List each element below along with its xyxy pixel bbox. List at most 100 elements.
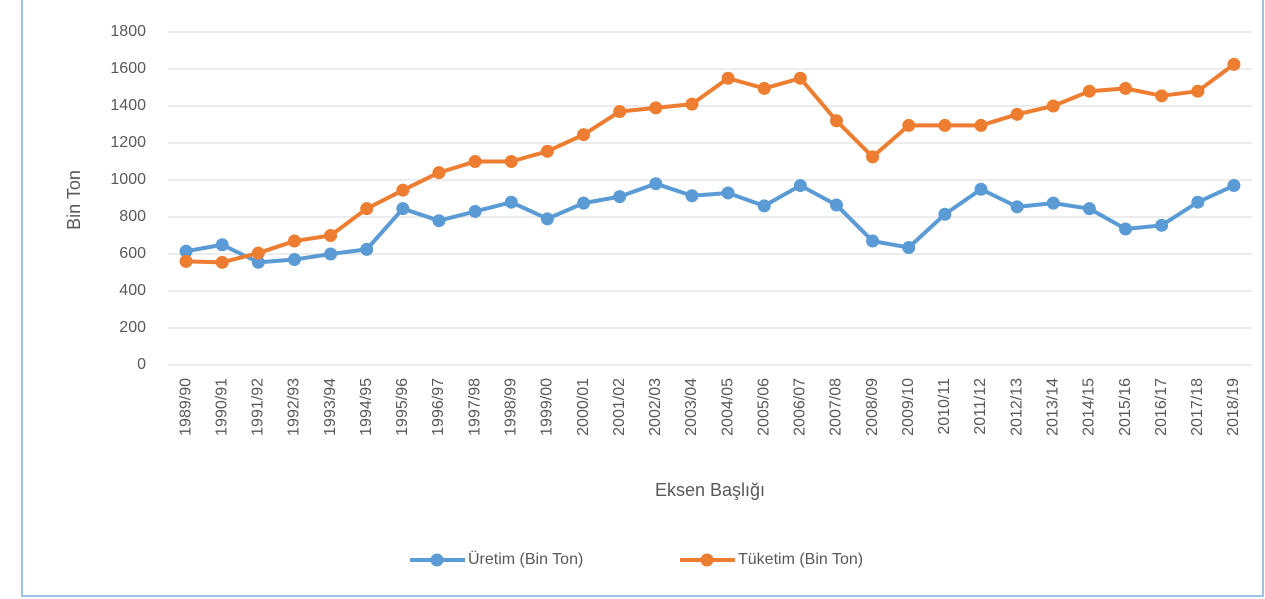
data-point (504, 195, 518, 209)
data-point (540, 212, 554, 226)
data-point (938, 118, 952, 132)
x-tick-label: 2001/02 (611, 378, 628, 436)
data-point (757, 199, 771, 213)
data-point (1155, 89, 1169, 103)
x-tick-label: 2008/09 (864, 378, 881, 436)
x-tick-label: 2005/06 (755, 378, 772, 436)
x-tick-label: 2000/01 (575, 378, 592, 436)
x-axis-label: Eksen Başlığı (655, 480, 765, 500)
x-tick-label: 2012/13 (1008, 378, 1025, 436)
data-point (504, 155, 518, 168)
data-point (866, 150, 880, 164)
data-point (649, 177, 663, 191)
data-point (1155, 218, 1169, 232)
x-tick-label: 1998/99 (502, 378, 519, 436)
x-tick-label: 2010/11 (936, 378, 953, 435)
data-point (757, 81, 771, 95)
data-point (324, 229, 338, 242)
data-point (577, 128, 591, 142)
data-point (974, 118, 988, 132)
data-point (1119, 81, 1133, 95)
data-point (540, 144, 554, 158)
data-point (1191, 195, 1205, 209)
data-point (1046, 196, 1060, 210)
x-tick-label: 1997/98 (466, 378, 483, 436)
y-tick-label: 1200 (110, 134, 146, 151)
data-point (251, 246, 265, 260)
data-point (1010, 107, 1024, 121)
y-tick-label: 200 (119, 319, 146, 336)
data-point (1191, 84, 1205, 98)
data-point (1046, 99, 1060, 113)
x-tick-label: 2004/05 (719, 378, 736, 436)
data-point (360, 242, 374, 256)
data-point (287, 253, 301, 267)
legend-marker (700, 553, 714, 567)
x-tick-label: 2016/17 (1153, 378, 1170, 436)
x-tick-label: 1989/90 (177, 378, 194, 436)
x-tick-label: 1991/92 (250, 378, 267, 436)
legend-marker (430, 553, 444, 567)
y-tick-label: 1800 (110, 23, 146, 40)
data-point (179, 244, 193, 258)
x-tick-label: 2017/18 (1189, 378, 1206, 436)
data-point (468, 204, 482, 218)
data-point (793, 71, 807, 85)
data-point (1082, 202, 1096, 216)
data-point (1227, 57, 1241, 71)
legend-label: Üretim (Bin Ton) (468, 550, 583, 568)
data-point (1010, 200, 1024, 214)
data-point (468, 155, 482, 168)
data-point (649, 101, 663, 115)
chart-frame (21, 0, 1264, 597)
data-point (360, 202, 374, 216)
x-tick-label: 2006/07 (792, 378, 809, 436)
x-tick-label: 2013/14 (1044, 378, 1061, 436)
y-axis-label: Bin Ton (64, 170, 84, 230)
y-tick-label: 1400 (110, 97, 146, 114)
x-tick-label: 1993/94 (322, 378, 339, 436)
x-tick-label: 1996/97 (430, 378, 447, 436)
x-tick-label: 1990/91 (213, 378, 230, 436)
data-point (287, 234, 301, 248)
x-tick-label: 2009/10 (900, 378, 917, 436)
x-tick-label: 1992/93 (286, 378, 303, 436)
data-point (1119, 222, 1133, 236)
x-tick-label: 1994/95 (358, 378, 375, 436)
x-tick-label: 2018/19 (1225, 378, 1242, 436)
data-point (721, 186, 735, 200)
x-tick-label: 2011/12 (972, 378, 989, 435)
y-tick-label: 800 (119, 208, 146, 225)
x-tick-label: 1999/00 (539, 378, 556, 436)
data-point (1227, 179, 1241, 193)
x-tick-label: 1995/96 (394, 378, 411, 436)
data-point (215, 238, 229, 252)
data-point (721, 71, 735, 85)
data-point (685, 97, 699, 111)
data-point (1082, 84, 1096, 98)
x-tick-label: 2007/08 (828, 378, 845, 436)
data-point (613, 105, 627, 119)
x-tick-label: 2002/03 (647, 378, 664, 436)
data-point (793, 179, 807, 193)
data-point (396, 183, 410, 197)
data-point (432, 166, 446, 180)
series-line (186, 62, 1236, 265)
data-point (251, 255, 265, 269)
x-tick-label: 2015/16 (1117, 378, 1134, 436)
legend-label: Tüketim (Bin Ton) (738, 551, 863, 568)
data-point (829, 114, 843, 128)
data-point (902, 118, 916, 132)
data-point (396, 202, 410, 216)
data-point (829, 198, 843, 212)
data-point (324, 247, 338, 261)
data-point (902, 241, 916, 255)
data-point (432, 214, 446, 228)
x-tick-label: 2003/04 (683, 378, 700, 436)
y-tick-label: 0 (137, 356, 146, 373)
data-point (577, 196, 591, 210)
y-tick-label: 1600 (110, 60, 146, 77)
data-point (938, 207, 952, 221)
data-point (866, 234, 880, 248)
data-point (613, 190, 627, 204)
